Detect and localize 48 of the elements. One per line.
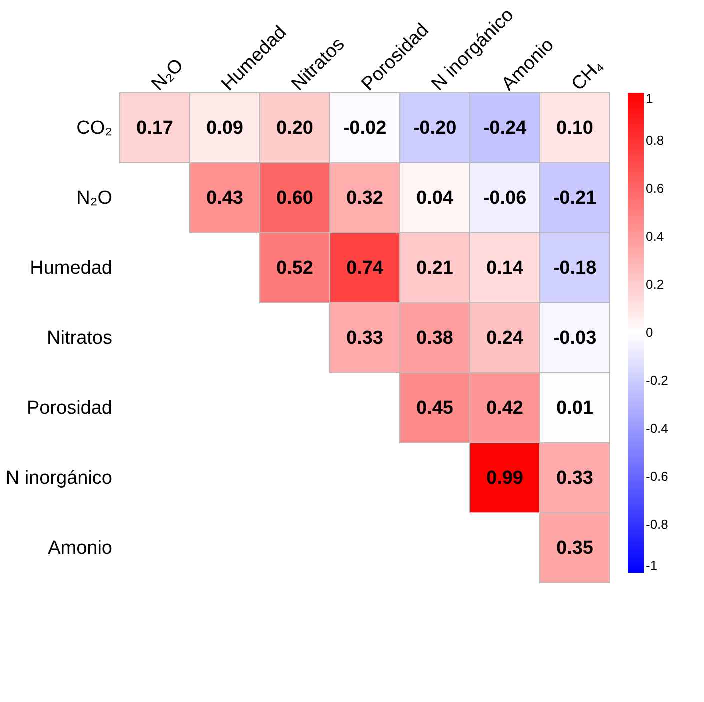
- color-bar-label: -0.6: [646, 469, 668, 484]
- color-bar-label: 1: [646, 91, 654, 106]
- y-tick-label: Porosidad: [26, 398, 112, 419]
- color-bar-label: 0.4: [646, 229, 664, 244]
- data-label: -0.21: [553, 188, 598, 209]
- data-label: 0.35: [556, 538, 594, 559]
- data-label: 0.99: [486, 468, 524, 489]
- color-bar-label: 0.2: [646, 277, 664, 292]
- x-tick-label: N₂O: [148, 55, 188, 96]
- data-label: 0.33: [346, 328, 384, 349]
- y-tick-label: CO₂: [76, 118, 112, 139]
- data-label: 0.01: [556, 398, 594, 419]
- color-bar-label: -1: [646, 558, 658, 573]
- data-label: 0.10: [556, 118, 594, 139]
- data-label: -0.02: [343, 118, 387, 139]
- data-label: 0.17: [136, 118, 174, 139]
- color-bar-label: 0.8: [646, 133, 664, 148]
- data-label: 0.38: [416, 328, 454, 349]
- data-label: 0.43: [206, 188, 244, 209]
- data-label: 0.20: [276, 118, 314, 139]
- color-bar-label: 0.6: [646, 181, 664, 196]
- data-label: 0.14: [486, 258, 524, 279]
- data-label: 0.45: [416, 398, 454, 419]
- data-label: 0.24: [486, 328, 524, 349]
- data-label: 0.21: [416, 258, 454, 279]
- x-tick-label: CH₄: [568, 55, 608, 96]
- data-label: -0.03: [553, 328, 597, 349]
- data-label: -0.20: [413, 118, 457, 139]
- data-label: -0.06: [483, 188, 527, 209]
- data-label: 0.52: [276, 258, 314, 279]
- y-tick-label: N₂O: [76, 188, 112, 209]
- data-label: 0.04: [416, 188, 454, 209]
- data-label: 0.09: [206, 118, 244, 139]
- color-bar-label: 0: [646, 325, 654, 340]
- data-label: -0.18: [553, 258, 597, 279]
- y-tick-label: N inorgánico: [6, 468, 112, 489]
- y-tick-label: Humedad: [30, 258, 112, 279]
- y-tick-label: Nitratos: [47, 328, 112, 349]
- color-bar-label: -0.4: [646, 421, 668, 436]
- data-label: 0.42: [486, 398, 524, 419]
- color-bar-label: -0.8: [646, 517, 668, 532]
- color-bar-label: -0.2: [646, 373, 668, 388]
- data-label: 0.33: [556, 468, 594, 489]
- y-tick-label: Amonio: [48, 538, 112, 559]
- data-label: 0.60: [276, 188, 314, 209]
- data-label: 0.32: [346, 188, 384, 209]
- data-label: 0.74: [346, 258, 384, 279]
- data-label: -0.24: [483, 118, 528, 139]
